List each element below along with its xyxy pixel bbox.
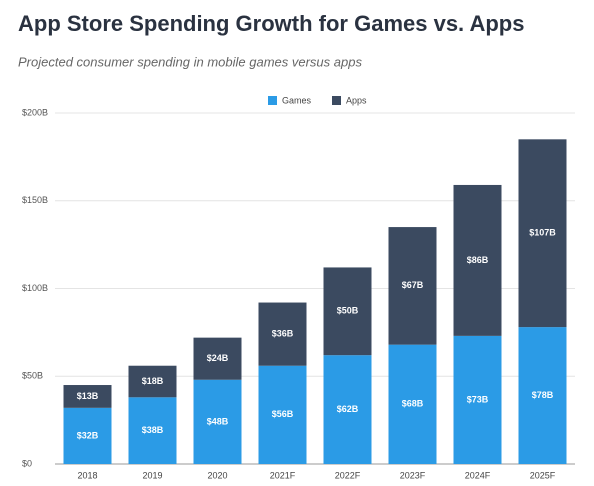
value-label: $67B (402, 280, 424, 290)
bar-segment (193, 379, 242, 464)
value-label: $50B (337, 306, 359, 316)
x-tick-label: 2025F (530, 470, 556, 480)
bar-segment (388, 344, 437, 464)
legend-swatch (268, 96, 277, 105)
bar-segment (453, 184, 502, 336)
bar-segment (258, 365, 307, 464)
bar-segment (128, 397, 177, 464)
y-tick-label: $200B (22, 107, 48, 117)
value-label: $62B (337, 404, 359, 414)
value-label: $32B (77, 430, 99, 440)
value-label: $36B (272, 329, 294, 339)
value-label: $86B (467, 255, 489, 265)
chart-title: App Store Spending Growth for Games vs. … (18, 11, 524, 36)
x-tick-label: 2020 (207, 470, 227, 480)
x-tick-label: 2019 (142, 470, 162, 480)
bar-segment (453, 335, 502, 464)
x-tick-label: 2021F (270, 470, 296, 480)
x-tick-label: 2023F (400, 470, 426, 480)
chart-subtitle: Projected consumer spending in mobile ga… (18, 54, 362, 69)
x-tick-label: 2018 (77, 470, 97, 480)
value-label: $73B (467, 394, 489, 404)
bar-segment (128, 365, 177, 398)
legend-label: Games (282, 95, 312, 105)
value-label: $18B (142, 376, 164, 386)
bar-segment (63, 407, 112, 464)
value-label: $24B (207, 353, 229, 363)
value-label: $38B (142, 425, 164, 435)
x-tick-label: 2024F (465, 470, 491, 480)
y-tick-label: $0 (22, 458, 32, 468)
bar-segment (323, 355, 372, 464)
value-label: $56B (272, 409, 294, 419)
y-tick-label: $150B (22, 195, 48, 205)
bar-segment (323, 267, 372, 356)
y-tick-label: $50B (22, 371, 43, 381)
legend-swatch (332, 96, 341, 105)
bar-segment (388, 227, 437, 345)
bar-segment (193, 337, 242, 380)
bar-segment (258, 302, 307, 366)
value-label: $68B (402, 399, 424, 409)
value-label: $107B (529, 228, 556, 238)
y-tick-label: $100B (22, 283, 48, 293)
x-tick-label: 2022F (335, 470, 361, 480)
legend-label: Apps (346, 95, 367, 105)
value-label: $78B (532, 390, 554, 400)
bar-segment (63, 385, 112, 408)
value-label: $13B (77, 391, 99, 401)
bar-segment (518, 139, 567, 328)
bar-segment (518, 327, 567, 464)
value-label: $48B (207, 416, 229, 426)
